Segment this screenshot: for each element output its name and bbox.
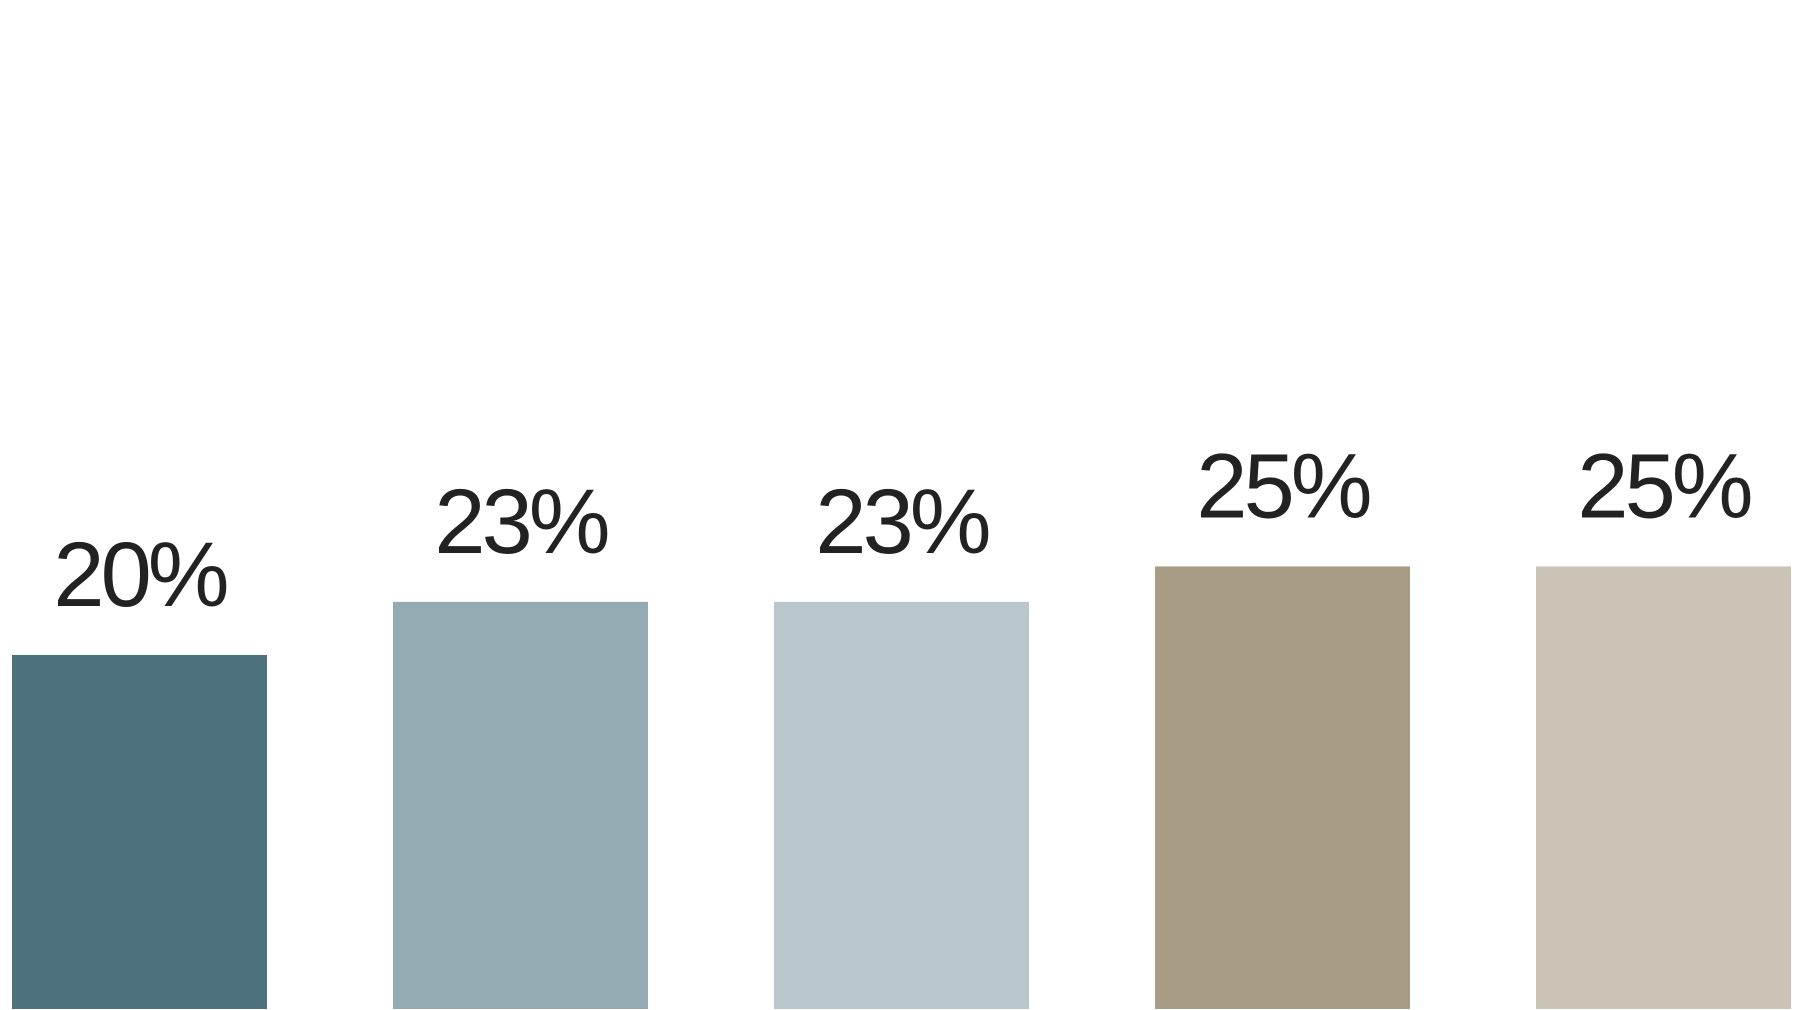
bar (774, 601, 1029, 1009)
bar (12, 654, 267, 1009)
value-label: 25% (1196, 435, 1369, 537)
value-label: 23% (434, 471, 607, 573)
value-label: 20% (53, 524, 226, 626)
bar (393, 601, 648, 1009)
bar (1155, 566, 1410, 1009)
bar (1536, 566, 1791, 1009)
value-label: 23% (815, 471, 988, 573)
value-label: 25% (1577, 435, 1750, 537)
